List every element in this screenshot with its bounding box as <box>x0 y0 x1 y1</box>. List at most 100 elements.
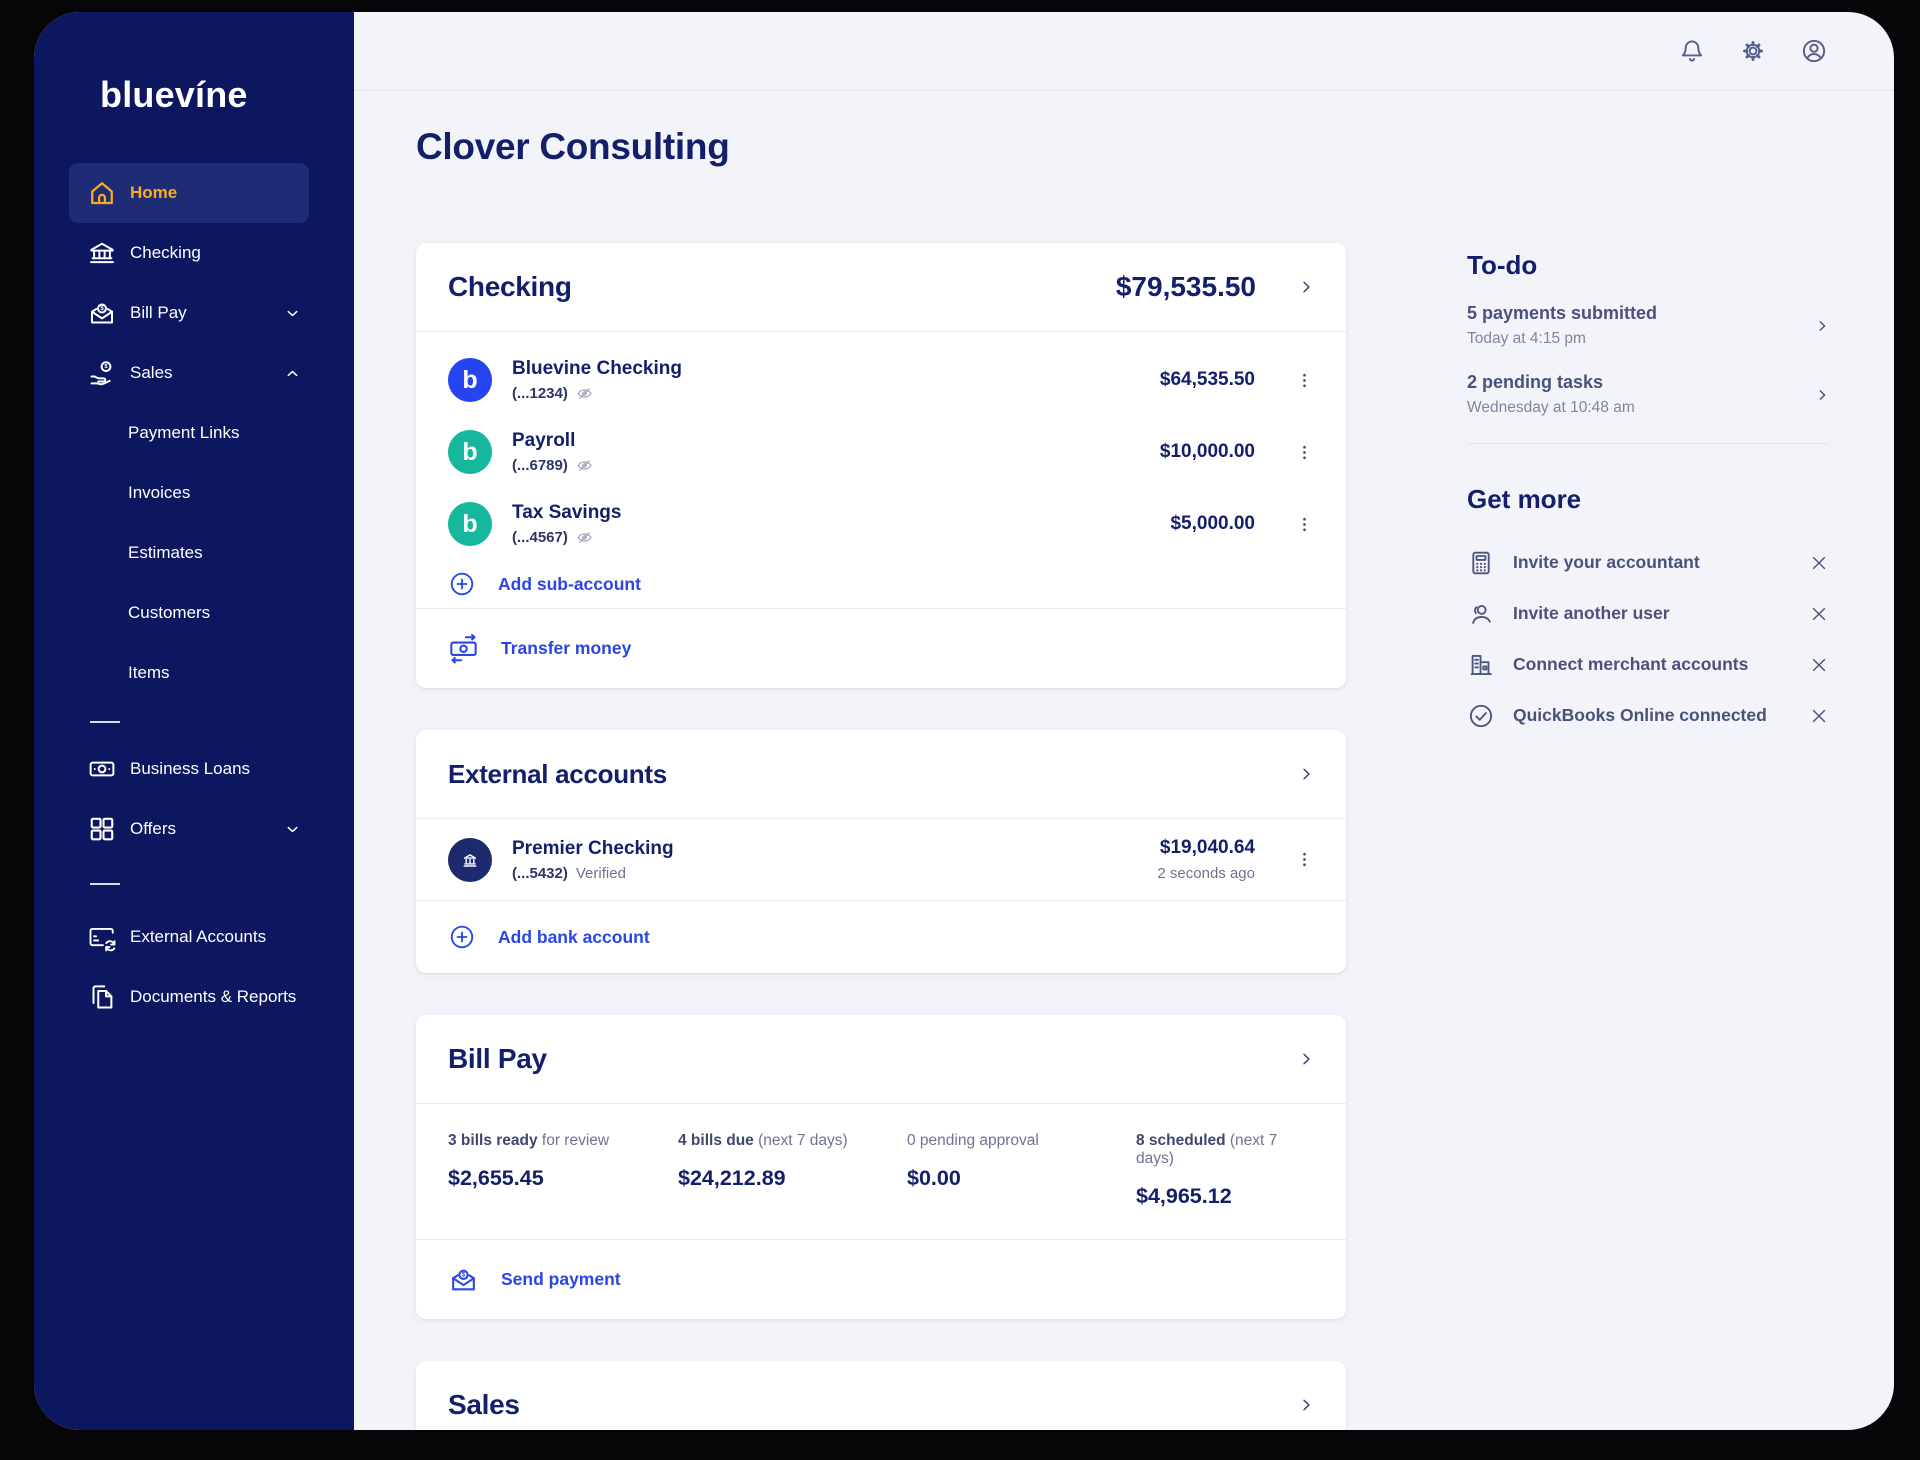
calculator-icon <box>1467 549 1495 577</box>
get-more-label: Invite another user <box>1513 603 1670 623</box>
kebab-menu-icon[interactable] <box>1295 443 1314 462</box>
bill-pay-header[interactable]: Bill Pay <box>416 1015 1346 1103</box>
chevron-down-icon <box>284 305 301 322</box>
bill-pay-stats: 3 bills ready for review $2,655.45 4 bil… <box>416 1103 1346 1239</box>
eye-slash-icon[interactable] <box>576 457 593 474</box>
todo-item-payments-submitted[interactable]: 5 payments submitted Today at 4:15 pm <box>1467 303 1829 348</box>
close-icon[interactable] <box>1809 553 1829 573</box>
stat-label-bold: 4 bills due <box>678 1132 754 1149</box>
stat-amount: $0.00 <box>907 1166 961 1190</box>
sidebar-subitem-estimates[interactable]: Estimates <box>34 523 354 583</box>
account-amount: $64,535.50 <box>1159 369 1255 390</box>
sidebar-item-home[interactable]: Home <box>69 163 309 223</box>
sidebar-subitem-invoices[interactable]: Invoices <box>34 463 354 523</box>
send-payment-icon: $ <box>448 1264 479 1295</box>
account-row-payroll[interactable]: b Payroll (...6789) <box>416 416 1346 488</box>
close-icon[interactable] <box>1809 604 1829 624</box>
notifications-bell-icon[interactable] <box>1678 37 1706 65</box>
checking-card-header[interactable]: Checking $79,535.50 <box>416 243 1346 331</box>
account-row-bluevine-checking[interactable]: b Bluevine Checking (...1234) <box>416 344 1346 416</box>
chevron-right-icon[interactable] <box>1298 1051 1314 1067</box>
stat-label-rest: for review <box>537 1132 610 1149</box>
kebab-menu-icon[interactable] <box>1295 371 1314 390</box>
get-more-label: Invite your accountant <box>1513 552 1700 572</box>
sidebar: bluevíne Home Checking $ Bill Pay <box>34 12 354 1430</box>
sidebar-divider <box>34 859 354 907</box>
external-accounts-header[interactable]: External accounts <box>416 730 1346 818</box>
invite-user-icon <box>1467 600 1495 628</box>
sidebar-subitem-items[interactable]: Items <box>34 643 354 703</box>
eye-slash-icon[interactable] <box>576 385 593 402</box>
stat-label-bold: 8 scheduled <box>1136 1132 1226 1149</box>
sidebar-divider <box>34 703 354 739</box>
account-amount: $19,040.64 <box>1159 837 1255 858</box>
app-window: bluevíne Home Checking $ Bill Pay <box>34 12 1894 1430</box>
kebab-menu-icon[interactable] <box>1295 515 1314 534</box>
card-title: Bill Pay <box>448 1043 547 1074</box>
get-more-invite-user[interactable]: Invite another user <box>1467 588 1829 639</box>
divider <box>416 900 1346 901</box>
stat-amount: $2,655.45 <box>448 1166 544 1190</box>
stat-label-rest: (next 7 days) <box>753 1132 848 1149</box>
send-payment-button[interactable]: $ Send payment <box>416 1240 1346 1319</box>
get-more-connect-merchant[interactable]: Connect merchant accounts <box>1467 639 1829 690</box>
content: Clover Consulting Checking $79,535.50 <box>354 91 1894 1430</box>
stat-label-rest: (next 7 days) <box>1136 1132 1278 1167</box>
close-icon[interactable] <box>1809 706 1829 726</box>
account-number: (...6789) <box>512 457 568 474</box>
plus-circle-icon <box>448 923 476 951</box>
bluevine-logo: bluevíne <box>100 74 248 115</box>
get-more-label: Connect merchant accounts <box>1513 654 1749 674</box>
eye-slash-icon[interactable] <box>576 529 593 546</box>
banknote-icon <box>87 754 117 784</box>
sidebar-item-business-loans[interactable]: Business Loans <box>69 739 309 799</box>
sidebar-subitem-payment-links[interactable]: Payment Links <box>34 403 354 463</box>
checking-card: Checking $79,535.50 b Bluevine <box>416 243 1346 688</box>
todo-item-pending-tasks[interactable]: 2 pending tasks Wednesday at 10:48 am <box>1467 372 1829 417</box>
sidebar-item-label: Home <box>130 183 178 202</box>
transfer-money-button[interactable]: Transfer money <box>416 609 1346 688</box>
svg-text:$: $ <box>462 1272 466 1279</box>
sidebar-item-documents-reports[interactable]: Documents & Reports <box>69 967 309 1027</box>
sales-card-header[interactable]: Sales <box>416 1361 1346 1430</box>
get-more-invite-accountant[interactable]: Invite your accountant <box>1467 537 1829 588</box>
account-amount: $5,000.00 <box>1170 513 1255 534</box>
sidebar-item-offers[interactable]: Offers <box>69 799 309 859</box>
bluevine-badge-icon: b <box>448 358 492 402</box>
sidebar-item-bill-pay[interactable]: $ Bill Pay <box>69 283 309 343</box>
chevron-right-icon[interactable] <box>1298 279 1314 295</box>
get-more-title: Get more <box>1467 484 1582 514</box>
add-sub-account-label: Add sub-account <box>498 573 641 594</box>
stat-scheduled: 8 scheduled (next 7 days) $4,965.12 <box>1136 1132 1314 1209</box>
sidebar-item-label: Checking <box>130 243 201 262</box>
account-name: Bluevine Checking <box>512 358 682 379</box>
settings-gear-icon[interactable] <box>1739 37 1767 65</box>
sidebar-item-external-accounts[interactable]: External Accounts <box>69 907 309 967</box>
chevron-right-icon[interactable] <box>1298 1397 1314 1413</box>
get-more-quickbooks[interactable]: QuickBooks Online connected <box>1467 690 1829 741</box>
close-icon[interactable] <box>1809 655 1829 675</box>
kebab-menu-icon[interactable] <box>1295 850 1314 869</box>
sidebar-subitem-customers[interactable]: Customers <box>34 583 354 643</box>
divider <box>1467 443 1829 444</box>
home-icon <box>87 178 117 208</box>
chevron-right-icon <box>1815 388 1829 402</box>
add-bank-account-button[interactable]: Add bank account <box>416 901 1346 973</box>
sidebar-item-sales[interactable]: $ Sales <box>69 343 309 403</box>
card-sync-icon <box>87 922 117 952</box>
bluevine-badge-icon: b <box>448 502 492 546</box>
stat-amount: $4,965.12 <box>1136 1184 1232 1208</box>
account-row-premier-checking[interactable]: Premier Checking (...5432) Verified $19,… <box>416 818 1346 900</box>
sidebar-item-checking[interactable]: Checking <box>69 223 309 283</box>
user-account-icon[interactable] <box>1800 37 1828 65</box>
add-bank-account-label: Add bank account <box>498 926 650 947</box>
add-sub-account-button[interactable]: Add sub-account <box>416 560 1346 608</box>
chevron-down-icon <box>284 821 301 838</box>
account-row-tax-savings[interactable]: b Tax Savings (...4567) <box>416 488 1346 560</box>
account-number: (...1234) <box>512 385 568 402</box>
stat-amount: $24,212.89 <box>678 1166 786 1190</box>
chevron-right-icon[interactable] <box>1298 766 1314 782</box>
checking-total: $79,535.50 <box>1115 271 1256 302</box>
sidebar-item-label: Sales <box>130 363 173 382</box>
todo-item-time: Wednesday at 10:48 am <box>1467 399 1635 416</box>
